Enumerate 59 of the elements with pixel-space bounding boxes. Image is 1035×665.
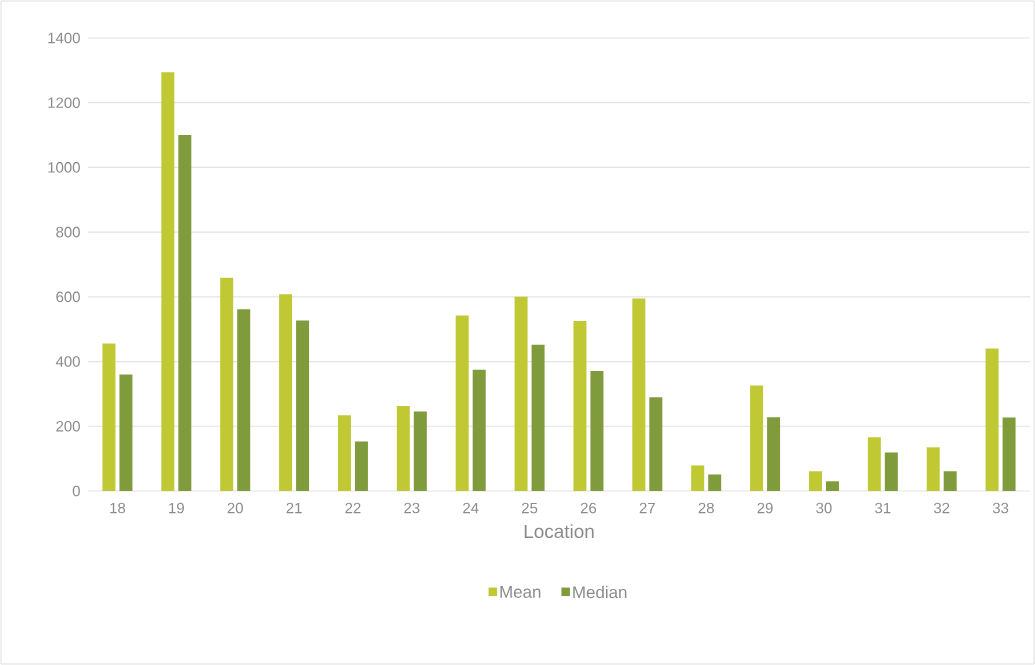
bar xyxy=(514,296,528,491)
y-tick-label: 1000 xyxy=(48,162,80,173)
x-tick-label: 20 xyxy=(227,502,243,514)
x-tick-label: 31 xyxy=(875,502,891,514)
bar xyxy=(943,471,957,491)
bar xyxy=(649,397,663,491)
bar xyxy=(985,348,999,491)
bar xyxy=(884,452,898,491)
x-tick-label: 25 xyxy=(522,502,538,514)
bar xyxy=(691,465,705,491)
bar xyxy=(279,294,293,491)
bar xyxy=(396,405,410,491)
x-tick-label: 27 xyxy=(639,502,655,514)
x-tick-label: 28 xyxy=(698,502,714,514)
bar xyxy=(472,369,486,491)
bar xyxy=(808,471,822,491)
bar xyxy=(926,447,940,491)
bar xyxy=(825,481,839,491)
x-tick-label: 18 xyxy=(110,502,126,514)
bar xyxy=(1002,417,1016,491)
bar xyxy=(590,370,604,491)
y-tick-label: 600 xyxy=(56,291,80,303)
bar xyxy=(178,135,192,491)
bar xyxy=(708,474,722,491)
bar xyxy=(767,417,781,491)
x-tick-label: 29 xyxy=(757,502,773,514)
bar xyxy=(161,72,175,491)
x-tick-label: 30 xyxy=(816,502,832,514)
bar xyxy=(102,343,116,491)
x-tick-label: 22 xyxy=(345,502,361,514)
bar xyxy=(531,344,545,491)
bar xyxy=(455,315,469,491)
x-tick-label: 21 xyxy=(286,502,302,514)
bar xyxy=(237,309,251,491)
x-axis-title: Location xyxy=(524,524,594,539)
bar xyxy=(119,374,133,491)
bar xyxy=(296,320,310,491)
bar xyxy=(573,321,587,491)
x-tick-label: 24 xyxy=(463,502,479,514)
legend-label: Mean xyxy=(500,586,541,598)
bar xyxy=(220,277,234,491)
y-tick-label: 1200 xyxy=(48,97,80,108)
bar xyxy=(354,441,368,491)
bar xyxy=(632,298,646,491)
x-tick-label: 32 xyxy=(933,502,950,514)
x-tick-label: 23 xyxy=(404,502,420,514)
bar xyxy=(337,415,351,491)
y-tick-label: 1400 xyxy=(48,32,80,44)
legend-label: Median xyxy=(573,585,627,599)
x-tick-label: 33 xyxy=(992,502,1009,514)
bar xyxy=(867,437,881,491)
bar xyxy=(413,411,427,491)
x-tick-label: 26 xyxy=(580,502,597,514)
y-tick-label: 200 xyxy=(56,420,80,432)
y-tick-label: 400 xyxy=(55,356,80,367)
x-tick-label: 19 xyxy=(169,502,184,514)
y-tick-label: 0 xyxy=(72,485,80,497)
y-tick-label: 800 xyxy=(56,226,80,238)
bar xyxy=(750,385,764,491)
